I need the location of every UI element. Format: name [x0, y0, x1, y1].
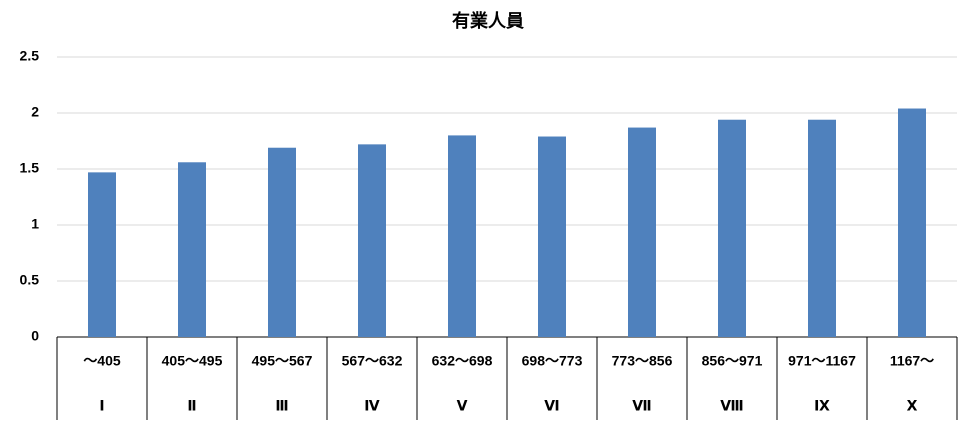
bar: [808, 119, 836, 337]
bar: [178, 162, 206, 337]
x-group-label: Ⅰ: [99, 398, 104, 414]
x-tick-label: 773～856: [612, 353, 673, 369]
x-group-label: Ⅵ: [544, 398, 559, 414]
bar: [538, 136, 566, 337]
chart-title: 有業人員: [452, 10, 524, 31]
bar: [718, 119, 746, 337]
bar: [628, 127, 656, 337]
bar: [898, 108, 926, 338]
bar: [268, 147, 296, 337]
x-group-label: Ⅶ: [632, 398, 651, 414]
bar: [448, 135, 476, 337]
y-tick-label: 1: [31, 216, 39, 232]
x-group-label: Ⅹ: [907, 398, 918, 414]
y-tick-label: 1.5: [20, 160, 40, 176]
x-tick-label: 856～971: [702, 353, 763, 369]
x-tick-label: 698～773: [522, 353, 583, 369]
x-tick-label: ～405: [83, 353, 121, 369]
x-group-label: Ⅳ: [364, 398, 380, 414]
y-tick-label: 0: [31, 328, 39, 344]
y-tick-label: 2.5: [20, 48, 40, 64]
x-group-label: Ⅱ: [187, 398, 196, 414]
x-tick-label: 567～632: [342, 353, 403, 369]
x-tick-label: 495～567: [252, 353, 313, 369]
x-tick-label: 971～1167: [788, 353, 856, 369]
x-group-label: Ⅷ: [720, 398, 743, 414]
bar: [358, 144, 386, 337]
x-tick-label: 405～495: [162, 353, 223, 369]
x-tick-label: 1167～: [890, 353, 934, 369]
y-tick-label: 0.5: [20, 272, 40, 288]
bar: [88, 172, 116, 337]
x-group-label: Ⅲ: [275, 398, 288, 414]
x-group-label: Ⅸ: [814, 398, 830, 414]
x-group-label: Ⅴ: [457, 398, 468, 414]
x-tick-label: 632～698: [432, 353, 493, 369]
y-tick-label: 2: [31, 104, 39, 120]
